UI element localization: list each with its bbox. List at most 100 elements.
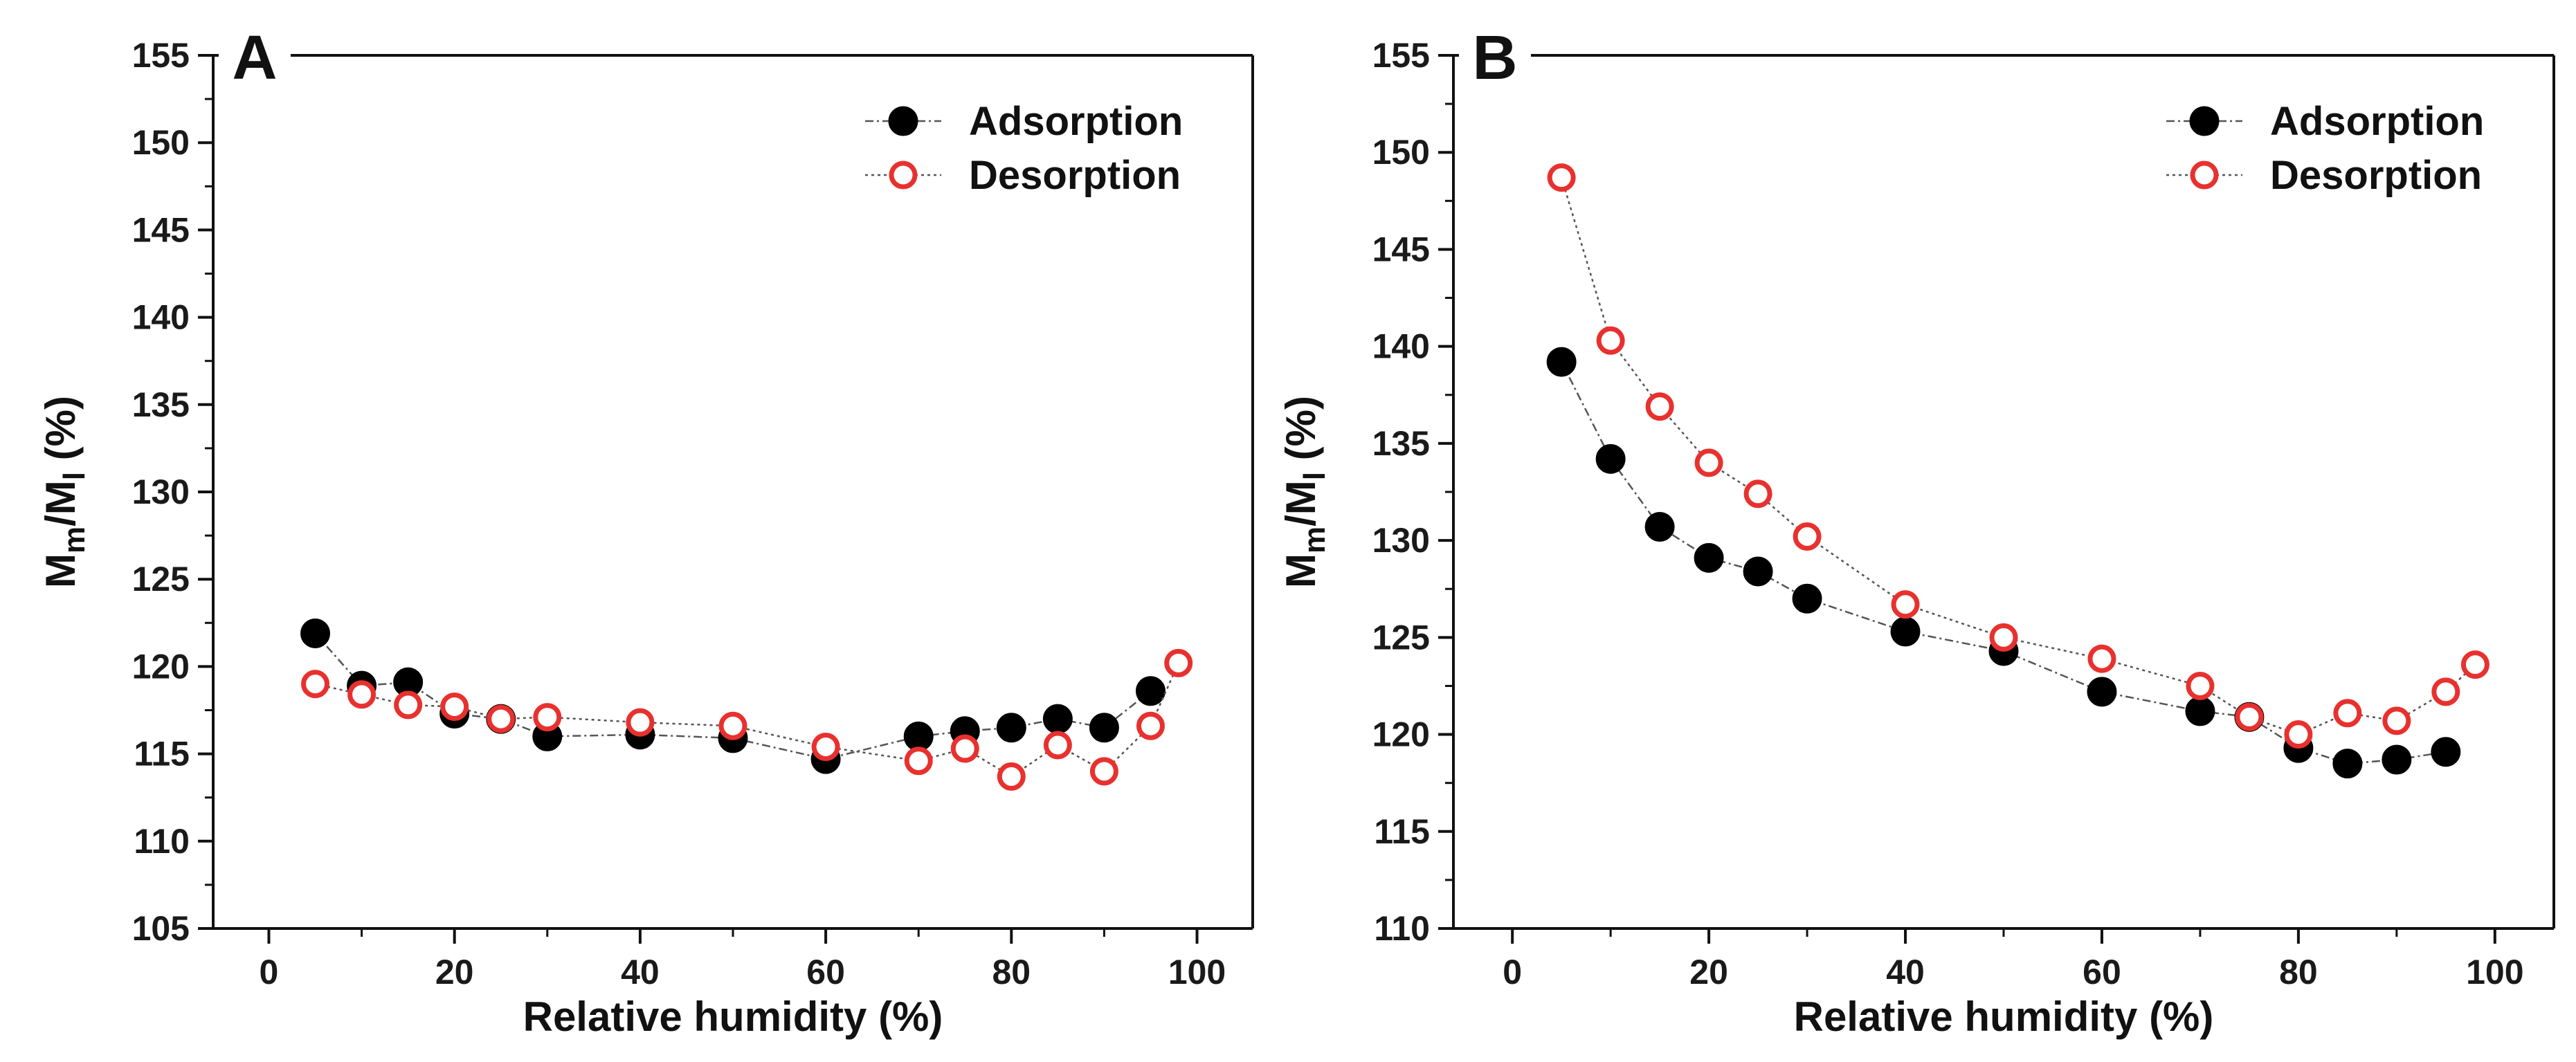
data-point-adsorption bbox=[2185, 696, 2215, 726]
legend-label-adsorption: Adsorption bbox=[969, 99, 1183, 144]
y-tick-label: 110 bbox=[1374, 909, 1430, 948]
x-tick-label: 100 bbox=[1168, 953, 1226, 991]
data-point-desorption bbox=[2087, 644, 2116, 673]
legend-marker-adsorption bbox=[888, 106, 918, 136]
data-point-adsorption bbox=[903, 721, 934, 751]
y-tick-label: 105 bbox=[132, 909, 190, 948]
y-tick-label: 125 bbox=[1372, 618, 1430, 657]
y-tick-label: 145 bbox=[1372, 230, 1430, 268]
data-point-adsorption bbox=[1135, 676, 1165, 706]
panel-b: B 0 20 40 60 80 100 110 115 120 125 130 135 140 145 150… bbox=[1278, 24, 2555, 1040]
data-point-desorption bbox=[1596, 326, 1625, 355]
x-axis-label: Relative humidity (%) bbox=[523, 994, 943, 1040]
data-point-adsorption bbox=[1743, 556, 1773, 587]
y-axis-label-part: /M bbox=[1278, 480, 1324, 527]
data-point-desorption bbox=[533, 703, 562, 732]
data-point-adsorption bbox=[996, 713, 1026, 743]
legend-marker-desorption bbox=[2190, 161, 2219, 190]
data-point-adsorption bbox=[1792, 583, 1822, 614]
x-tick-label: 20 bbox=[1689, 953, 1728, 991]
y-axis-label-subscript: m bbox=[57, 527, 91, 553]
data-point-desorption bbox=[1891, 590, 1920, 619]
data-point-desorption bbox=[811, 733, 840, 762]
y-axis-label: Mm/Ml (%) bbox=[37, 396, 91, 588]
panel-letter: A bbox=[233, 24, 278, 93]
x-tick-label: 80 bbox=[992, 953, 1031, 991]
y-axis-label: Mm/Ml (%) bbox=[1278, 396, 1332, 588]
y-tick-label: 150 bbox=[132, 123, 190, 162]
data-point-desorption bbox=[1743, 479, 1772, 509]
data-point-adsorption bbox=[1546, 347, 1577, 377]
data-point-desorption bbox=[301, 670, 330, 699]
data-point-adsorption bbox=[1890, 616, 1921, 647]
x-tick-label: 0 bbox=[260, 953, 279, 991]
series-line-adsorption bbox=[1561, 361, 2447, 765]
y-tick-label: 110 bbox=[134, 822, 190, 861]
data-point-desorption bbox=[347, 680, 377, 709]
data-point-desorption bbox=[950, 734, 979, 763]
x-tick-label: 60 bbox=[2083, 953, 2121, 991]
data-point-desorption bbox=[2333, 699, 2362, 728]
panel-letter: B bbox=[1473, 24, 1518, 93]
x-tick-label: 100 bbox=[2466, 953, 2523, 991]
y-tick-label: 140 bbox=[1372, 327, 1430, 366]
y-tick-label: 155 bbox=[1372, 36, 1430, 75]
y-axis-label-part: (%) bbox=[37, 396, 84, 472]
y-axis-label-part: /M bbox=[37, 480, 84, 527]
data-point-adsorption bbox=[1089, 713, 1119, 743]
data-point-adsorption bbox=[2332, 749, 2363, 779]
data-point-adsorption bbox=[2431, 737, 2461, 767]
data-point-adsorption bbox=[1694, 542, 1724, 573]
data-point-adsorption bbox=[300, 618, 331, 648]
data-point-desorption bbox=[1989, 623, 2018, 652]
y-tick-label: 150 bbox=[1372, 133, 1430, 172]
legend-label-desorption: Desorption bbox=[969, 153, 1181, 198]
y-axis-label-subscript: l bbox=[1298, 472, 1332, 480]
y-tick-label: 125 bbox=[132, 560, 190, 598]
y-tick-label: 130 bbox=[1372, 521, 1430, 560]
data-point-desorption bbox=[1694, 448, 1723, 477]
data-point-desorption bbox=[394, 690, 423, 720]
x-tick-label: 40 bbox=[1886, 953, 1925, 991]
y-axis-label-subscript: m bbox=[1298, 527, 1332, 553]
y-axis-label-part: M bbox=[1278, 553, 1324, 588]
y-tick-label: 115 bbox=[134, 735, 190, 773]
x-axis-label: Relative humidity (%) bbox=[1794, 994, 2214, 1040]
data-point-adsorption bbox=[1644, 511, 1675, 542]
data-point-adsorption bbox=[1042, 704, 1073, 734]
data-point-adsorption bbox=[2382, 744, 2412, 775]
y-tick-label: 130 bbox=[132, 473, 190, 511]
data-point-desorption bbox=[626, 708, 655, 737]
x-tick-label: 20 bbox=[435, 953, 474, 991]
data-point-desorption bbox=[1043, 731, 1072, 760]
series-line-desorption bbox=[1560, 177, 2476, 735]
y-tick-label: 145 bbox=[132, 210, 190, 249]
data-point-adsorption bbox=[1595, 443, 1626, 474]
data-point-desorption bbox=[2382, 706, 2411, 735]
legend-label-desorption: Desorption bbox=[2270, 153, 2482, 198]
data-point-desorption bbox=[2431, 677, 2460, 706]
x-tick-label: 40 bbox=[621, 953, 660, 991]
data-point-desorption bbox=[904, 747, 933, 776]
data-point-desorption bbox=[718, 711, 747, 740]
data-point-desorption bbox=[1136, 711, 1165, 740]
data-point-desorption bbox=[2186, 671, 2215, 700]
legend-marker-adsorption bbox=[2189, 106, 2220, 136]
y-axis-label-part: M bbox=[37, 553, 84, 588]
data-point-desorption bbox=[1793, 522, 1822, 551]
x-tick-label: 80 bbox=[2279, 953, 2318, 991]
legend-label-adsorption: Adsorption bbox=[2270, 99, 2484, 144]
y-tick-label: 140 bbox=[132, 298, 190, 337]
y-tick-label: 115 bbox=[1374, 812, 1430, 851]
y-tick-label: 135 bbox=[1372, 424, 1430, 463]
data-point-desorption bbox=[487, 704, 516, 733]
data-point-desorption bbox=[1164, 648, 1193, 677]
data-point-desorption bbox=[1547, 163, 1576, 192]
y-tick-label: 120 bbox=[1372, 715, 1430, 754]
x-tick-label: 0 bbox=[1503, 953, 1522, 991]
panel-a: A 0 20 40 60 80 100 105 110 115 120 125 130 135 140 145… bbox=[37, 24, 1254, 1040]
y-axis-label-part: (%) bbox=[1278, 396, 1324, 472]
y-axis-label-subscript: l bbox=[57, 472, 91, 480]
y-tick-label: 155 bbox=[132, 36, 190, 75]
